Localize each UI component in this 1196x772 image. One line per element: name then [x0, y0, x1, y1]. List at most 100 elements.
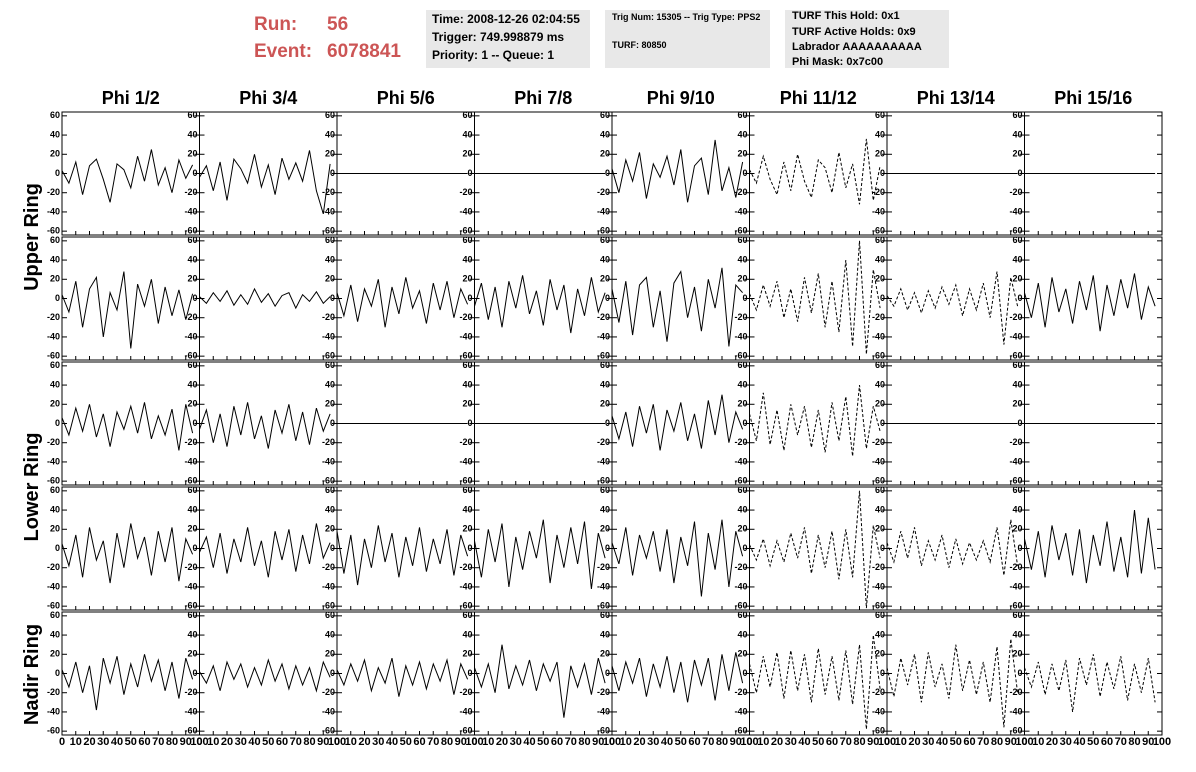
y-tick-label: -60 [47, 226, 60, 236]
y-tick-label: -20 [184, 437, 197, 447]
panel-frame [336, 486, 475, 611]
waveform [749, 635, 881, 730]
y-tick-label: -60 [734, 726, 747, 736]
x-tick-label: 0 [196, 736, 202, 748]
y-tick-label: 40 [737, 379, 747, 389]
x-tick-label: 20 [1046, 736, 1058, 748]
y-tick-label: -60 [1009, 601, 1022, 611]
info-line: Priority: 1 -- Queue: 1 [432, 48, 554, 62]
x-tick-label: 80 [853, 736, 865, 748]
y-tick-label: 60 [187, 110, 197, 120]
y-tick-label: 40 [187, 379, 197, 389]
y-tick-label: 40 [325, 629, 335, 639]
y-tick-label: 40 [325, 129, 335, 139]
y-tick-label: -60 [597, 601, 610, 611]
x-tick-label: 30 [647, 736, 659, 748]
y-tick-label: 20 [50, 149, 60, 159]
panel-frame [749, 111, 888, 236]
y-tick-label: -40 [734, 206, 747, 216]
y-tick-label: -40 [597, 706, 610, 716]
y-tick-label: 40 [187, 129, 197, 139]
y-tick-label: 60 [875, 235, 885, 245]
x-tick-label: 70 [840, 736, 852, 748]
y-tick-label: 0 [1017, 168, 1022, 178]
y-tick-label: 60 [50, 610, 60, 620]
y-tick-label: 60 [50, 485, 60, 495]
x-tick-label: 70 [702, 736, 714, 748]
x-tick-label: 70 [1115, 736, 1127, 748]
panel-frame [199, 486, 338, 611]
y-tick-label: 40 [875, 379, 885, 389]
y-tick-label: 0 [55, 418, 60, 428]
y-tick-label: 40 [875, 629, 885, 639]
waveform [336, 277, 469, 328]
y-tick-label: -40 [459, 331, 472, 341]
y-tick-label: 40 [325, 254, 335, 264]
y-tick-label: 20 [1012, 399, 1022, 409]
y-tick-label: 60 [875, 610, 885, 620]
panel-frame [749, 486, 888, 611]
y-tick-label: 20 [875, 149, 885, 159]
panel-frame [474, 486, 613, 611]
x-tick-label: 90 [730, 736, 742, 748]
ring-label: Nadir Ring [21, 624, 43, 725]
x-tick-label: 90 [592, 736, 604, 748]
x-tick-label: 20 [496, 736, 508, 748]
x-tick-label: 40 [523, 736, 535, 748]
y-tick-label: 40 [325, 379, 335, 389]
x-tick-label: 40 [661, 736, 673, 748]
x-tick-label: 40 [248, 736, 260, 748]
column-header: Phi 1/2 [102, 88, 160, 108]
y-tick-label: 0 [467, 293, 472, 303]
y-tick-label: 0 [1017, 293, 1022, 303]
event-label: Event: [254, 41, 312, 62]
waveform [1024, 510, 1156, 584]
y-tick-label: 40 [737, 254, 747, 264]
waveform [886, 271, 1019, 345]
y-tick-label: -20 [184, 562, 197, 572]
x-tick-label: 50 [125, 736, 137, 748]
y-tick-label: 20 [50, 524, 60, 534]
y-tick-label: -20 [597, 312, 610, 322]
x-tick-label: 0 [884, 736, 890, 748]
y-tick-label: -40 [872, 206, 885, 216]
y-tick-label: 0 [467, 418, 472, 428]
x-tick-label: 80 [578, 736, 590, 748]
y-tick-label: 20 [187, 274, 197, 284]
y-tick-label: -20 [597, 562, 610, 572]
column-header: Phi 9/10 [647, 88, 715, 108]
waveform [1024, 654, 1156, 712]
y-tick-label: -40 [47, 581, 60, 591]
y-tick-label: 60 [737, 485, 747, 495]
panel-frame [199, 611, 338, 736]
y-tick-label: 40 [50, 254, 60, 264]
y-tick-label: -40 [1009, 581, 1022, 591]
y-tick-label: -60 [872, 226, 885, 236]
y-tick-label: 0 [192, 418, 197, 428]
y-tick-label: -40 [322, 581, 335, 591]
x-tick-label: 60 [276, 736, 288, 748]
x-tick-label: 100 [190, 736, 208, 748]
y-tick-label: -60 [184, 726, 197, 736]
waveform [886, 519, 1019, 576]
y-tick-label: 0 [330, 543, 335, 553]
y-tick-label: 40 [50, 629, 60, 639]
y-tick-label: 20 [187, 149, 197, 159]
y-tick-label: 20 [462, 649, 472, 659]
panel-frame [611, 111, 750, 236]
x-tick-label: 90 [1142, 736, 1154, 748]
waveform [474, 644, 606, 718]
x-tick-label: 80 [716, 736, 728, 748]
y-tick-label: -40 [459, 456, 472, 466]
y-tick-label: 0 [330, 668, 335, 678]
y-tick-label: 40 [462, 254, 472, 264]
x-tick-label: 30 [235, 736, 247, 748]
y-tick-label: 40 [875, 254, 885, 264]
y-tick-label: -60 [459, 226, 472, 236]
y-tick-label: 0 [55, 543, 60, 553]
y-tick-label: 20 [187, 399, 197, 409]
y-tick-label: -20 [734, 687, 747, 697]
y-tick-label: 40 [187, 504, 197, 514]
waveform [336, 657, 469, 697]
y-tick-label: -40 [734, 331, 747, 341]
